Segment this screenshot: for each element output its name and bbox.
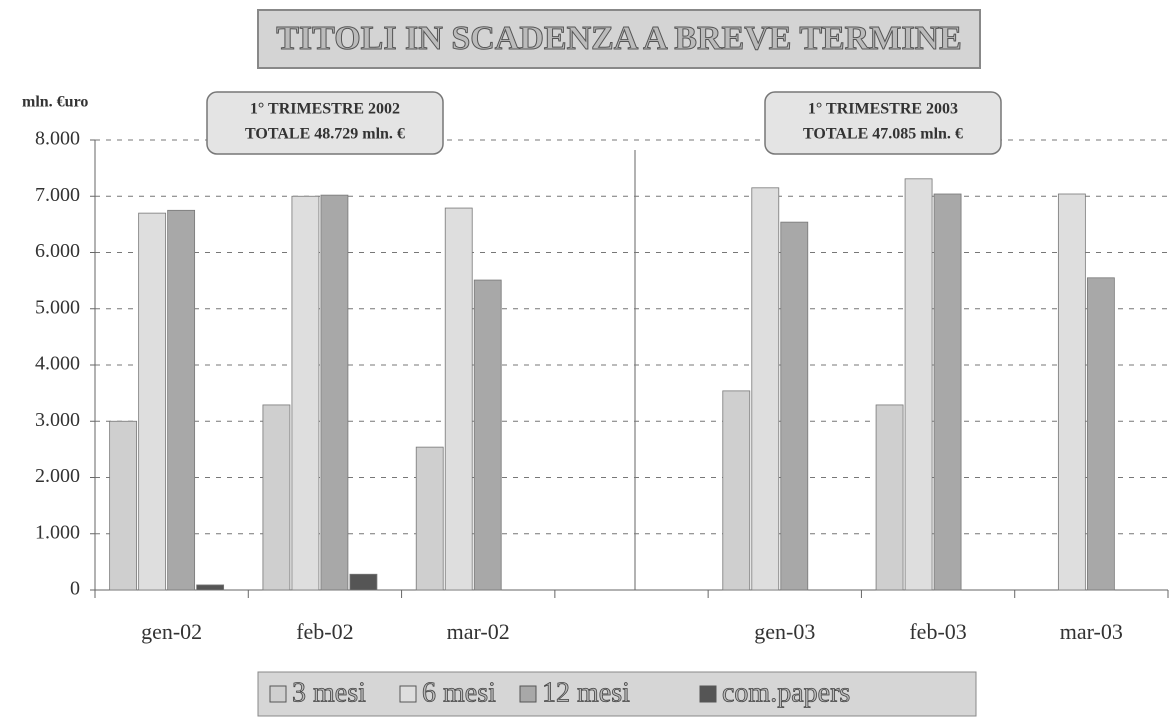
y-tick-label: 3.000 xyxy=(35,409,80,431)
bar xyxy=(167,209,196,591)
bar xyxy=(933,193,962,591)
y-tick-label: 6.000 xyxy=(35,240,80,262)
bar xyxy=(138,212,167,591)
x-tick-label: gen-02 xyxy=(141,619,202,644)
bar xyxy=(262,404,291,591)
bar xyxy=(904,178,933,591)
legend-label: com.papers xyxy=(722,677,850,708)
y-tick-label: 2.000 xyxy=(35,465,80,487)
bar xyxy=(109,420,138,591)
annotation-box xyxy=(206,91,444,155)
annotation-text: 1° TRIMESTRE 2002 xyxy=(250,101,400,118)
x-tick-label: mar-02 xyxy=(447,619,510,644)
y-tick-label: 5.000 xyxy=(35,296,80,318)
x-tick-label: mar-03 xyxy=(1060,619,1123,644)
annotation-box xyxy=(764,91,1002,155)
bar xyxy=(349,573,378,591)
annotation-text: TOTALE 48.729 mln. € xyxy=(245,126,405,143)
bar xyxy=(196,584,225,591)
x-tick-label: feb-02 xyxy=(296,619,353,644)
legend-label: 3 mesi xyxy=(292,677,366,708)
legend-swatch xyxy=(399,685,417,703)
title-box xyxy=(257,9,981,69)
bar xyxy=(1057,193,1086,591)
legend-label: 12 mesi xyxy=(542,677,630,708)
y-tick-label: 0 xyxy=(70,578,80,600)
y-tick-label: 8.000 xyxy=(35,128,80,150)
chart-title: TITOLI IN SCADENZA A BREVE TERMINE xyxy=(276,20,962,57)
bar xyxy=(1086,277,1115,591)
bar xyxy=(415,446,444,591)
y-tick-label: 1.000 xyxy=(35,521,80,543)
bar xyxy=(444,207,473,591)
annotation-text: 1° TRIMESTRE 2003 xyxy=(808,101,958,118)
legend-swatch xyxy=(699,685,717,703)
bar xyxy=(291,195,320,591)
y-unit-label: mln. €uro xyxy=(22,94,88,111)
bar xyxy=(751,187,780,591)
legend-swatch xyxy=(269,685,287,703)
x-tick-label: feb-03 xyxy=(909,619,966,644)
bar xyxy=(473,279,502,591)
bar xyxy=(875,404,904,591)
legend-swatch xyxy=(519,685,537,703)
legend-box xyxy=(257,671,977,717)
bar xyxy=(320,194,349,591)
legend-label: 6 mesi xyxy=(422,677,496,708)
y-tick-label: 7.000 xyxy=(35,184,80,206)
x-tick-label: gen-03 xyxy=(754,619,815,644)
bar xyxy=(780,221,809,591)
bar xyxy=(722,390,751,591)
annotation-text: TOTALE 47.085 mln. € xyxy=(803,126,963,143)
y-tick-label: 4.000 xyxy=(35,353,80,375)
